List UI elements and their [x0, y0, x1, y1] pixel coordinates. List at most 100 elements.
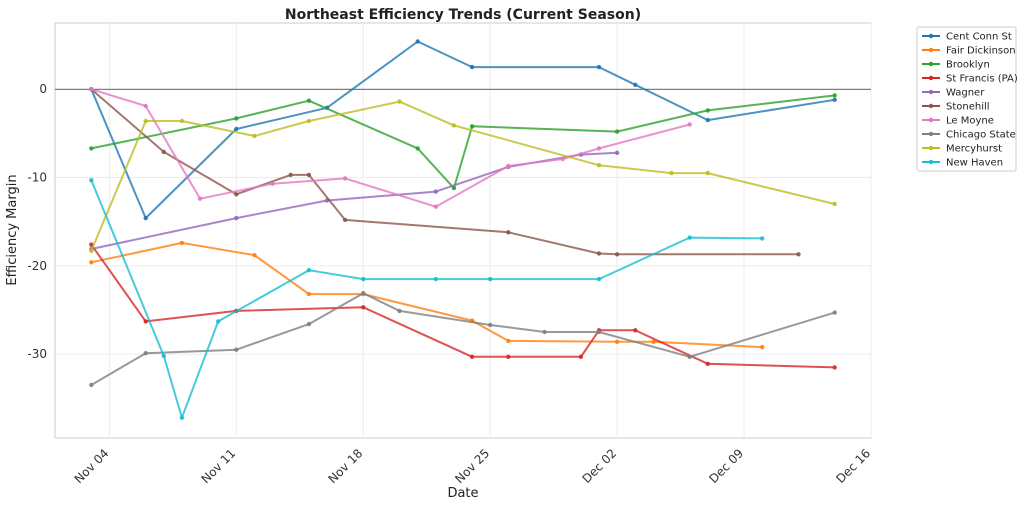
data-point [596, 146, 602, 151]
data-point [89, 382, 94, 388]
legend-label: St Francis (PA) [946, 74, 1018, 85]
data-point [687, 354, 692, 359]
x-tick-label: Nov 25 [452, 446, 492, 486]
y-tick-label: -20 [27, 259, 47, 273]
data-point [197, 196, 203, 201]
series-line [90, 88, 799, 256]
legend: Cent Conn St Fair Dickinson Brooklyn St Fra… [916, 26, 1018, 172]
data-point [560, 156, 565, 162]
data-point [89, 248, 94, 253]
data-point [687, 122, 692, 127]
data-point [760, 236, 765, 241]
data-point [306, 98, 312, 103]
data-point [614, 252, 620, 257]
legend-marker [928, 47, 934, 53]
data-point [832, 201, 837, 207]
data-point [633, 82, 638, 88]
data-point [596, 64, 602, 70]
data-point [252, 253, 257, 258]
data-point [596, 329, 602, 335]
data-point [234, 126, 239, 132]
legend-item: Stonehill [922, 102, 990, 113]
legend-label: Brooklyn [946, 60, 990, 71]
legend-marker [928, 33, 934, 39]
data-point [270, 181, 275, 186]
data-point [760, 344, 765, 350]
data-point [433, 204, 438, 209]
y-tick-label: 0 [39, 82, 47, 96]
data-point [415, 39, 420, 44]
data-point [179, 118, 185, 124]
x-axis-title: Date [447, 486, 478, 501]
data-point [469, 124, 475, 129]
data-point [669, 170, 674, 176]
data-point [397, 99, 402, 104]
data-point [506, 230, 511, 235]
legend-label: Chicago State [946, 130, 1016, 141]
legend-marker [928, 159, 934, 165]
data-point [234, 215, 239, 221]
data-point [433, 276, 438, 282]
data-point [578, 354, 584, 359]
data-point [306, 291, 312, 297]
y-tick-label: -30 [27, 347, 47, 361]
legend-item: Fair Dickinson [922, 46, 1016, 57]
data-point [415, 146, 420, 151]
data-point [687, 235, 692, 240]
data-point [506, 354, 511, 359]
data-point [179, 415, 185, 420]
legend-marker [928, 131, 934, 137]
y-axis-title: Efficiency Margin [5, 174, 20, 285]
legend-marker [928, 117, 934, 123]
chart-title: Northeast Efficiency Trends (Current Sea… [285, 7, 641, 23]
series-new-haven [89, 178, 765, 420]
data-point [832, 365, 837, 370]
data-point [306, 268, 312, 273]
data-point [433, 189, 438, 194]
data-point [596, 251, 602, 256]
data-point [306, 321, 312, 327]
legend-item: Brooklyn [922, 60, 990, 71]
data-point [832, 93, 837, 98]
legend-item: Chicago State [922, 130, 1016, 141]
data-point [89, 87, 94, 92]
data-point [143, 351, 148, 356]
legend-marker [928, 61, 934, 67]
data-point [832, 97, 837, 103]
data-point [89, 260, 94, 265]
series-line [90, 40, 835, 220]
data-point [488, 276, 493, 282]
data-point [469, 64, 475, 70]
data-point [306, 118, 312, 124]
data-point [614, 129, 620, 134]
x-tick-label: Dec 09 [706, 446, 746, 486]
legend-label: Le Moyne [946, 116, 994, 127]
legend-label: New Haven [946, 158, 1003, 169]
series-mercyhurst [89, 99, 837, 253]
data-point [143, 103, 148, 109]
series-brooklyn [89, 93, 837, 191]
grid-lines [55, 23, 872, 438]
data-point [506, 338, 511, 344]
legend-box [916, 26, 1017, 172]
data-point [361, 305, 366, 310]
series-le-moyne [89, 87, 692, 209]
data-point [451, 185, 457, 191]
data-point [252, 133, 257, 139]
legend-label: Wagner [946, 88, 985, 99]
data-point [234, 116, 239, 121]
legend-item: Cent Conn St [922, 32, 1012, 43]
x-tick-label: Dec 16 [833, 446, 873, 486]
data-point [306, 172, 312, 178]
data-point [506, 163, 511, 169]
y-tick-label: -10 [27, 171, 47, 185]
legend-item: Le Moyne [922, 116, 994, 127]
data-point [705, 361, 710, 366]
legend-item: New Haven [922, 158, 1003, 169]
data-point [342, 176, 348, 181]
x-tick-label: Nov 18 [325, 446, 365, 486]
legend-label: Mercyhurst [946, 144, 1002, 155]
data-point [614, 150, 620, 155]
data-point [234, 347, 239, 352]
